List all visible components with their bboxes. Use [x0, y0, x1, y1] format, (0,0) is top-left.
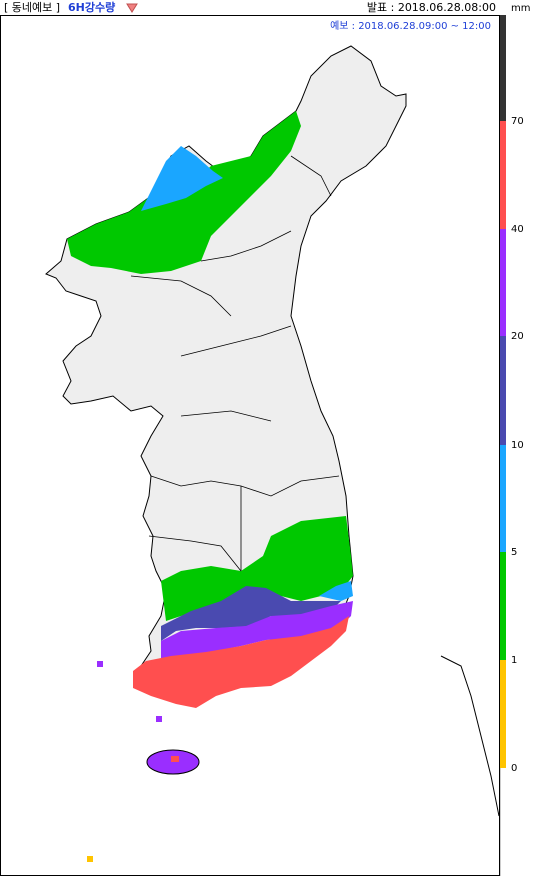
- rain-cell-purple-a: [97, 661, 103, 667]
- rain-zone-red: [133, 616, 349, 708]
- dropdown-triangle-icon[interactable]: [125, 1, 139, 14]
- legend-seg-blue: [500, 445, 506, 552]
- legend-label-70: 70: [511, 116, 524, 127]
- legend-label-5: 5: [511, 547, 518, 558]
- variable-label[interactable]: 6H강수량: [68, 1, 116, 14]
- legend-seg-green: [500, 552, 506, 660]
- province-borders: [130, 155, 340, 572]
- issued-time: 발표 : 2018.06.28.08:00: [366, 1, 496, 14]
- rain-cell-yellow: [87, 856, 93, 862]
- legend-label-40: 40: [511, 224, 524, 235]
- rain-zone-green-south: [161, 516, 353, 621]
- legend-seg-navy: [500, 336, 506, 445]
- rain-zone-navy: [161, 586, 341, 641]
- rain-zone-blue-north: [141, 146, 223, 211]
- legend-seg-yellow: [500, 660, 506, 768]
- legend-label-10: 10: [511, 440, 524, 451]
- rain-zone-blue-south: [319, 581, 353, 601]
- legend-label-0: 0: [511, 763, 518, 774]
- color-legend-bar: [500, 15, 506, 876]
- precipitation-map[interactable]: 예보 : 2018.06.28.09:00 ~ 12:00: [0, 15, 500, 876]
- header-bar: [ 동네예보 ] 6H강수량 발표 : 2018.06.28.08:00: [0, 0, 500, 15]
- legend-label-20: 20: [511, 331, 524, 342]
- east-coastline: [440, 655, 499, 817]
- rain-zone-purple: [161, 601, 353, 661]
- product-title: [ 동네예보 ]: [4, 1, 61, 14]
- legend-label-1: 1: [511, 655, 518, 666]
- legend-seg-top: [500, 15, 506, 121]
- legend-seg-purple: [500, 229, 506, 336]
- jeju-red-cell: [171, 756, 179, 762]
- forecast-time: 예보 : 2018.06.28.09:00 ~ 12:00: [328, 16, 493, 33]
- legend-unit: mm: [511, 3, 531, 14]
- legend-seg-white: [500, 768, 506, 876]
- rain-cell-purple-b: [156, 716, 162, 722]
- legend-seg-red: [500, 121, 506, 229]
